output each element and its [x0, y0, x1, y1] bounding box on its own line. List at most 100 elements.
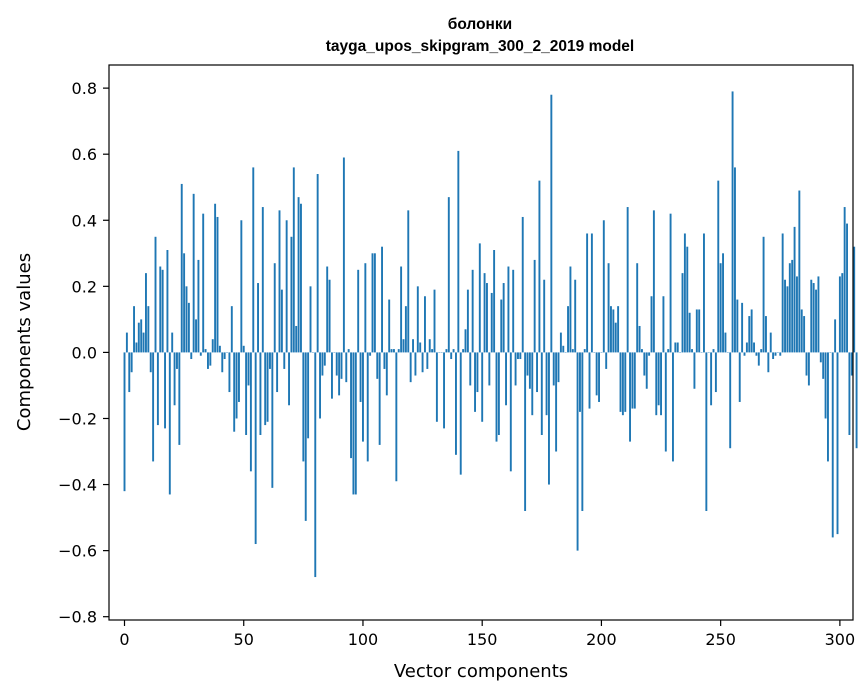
bar — [247, 352, 250, 386]
x-tick-label: 300 — [825, 630, 856, 649]
bar — [660, 352, 662, 416]
bar — [190, 352, 193, 360]
bar — [414, 352, 417, 376]
bar — [490, 292, 493, 353]
bar — [838, 276, 841, 353]
bar — [800, 309, 803, 353]
bar — [774, 352, 777, 356]
bar — [743, 352, 746, 356]
bar — [426, 352, 429, 369]
bar — [154, 236, 157, 353]
bar — [435, 352, 438, 422]
x-tick-label: 150 — [467, 630, 498, 649]
bar — [187, 302, 190, 353]
bar — [729, 352, 732, 449]
bar — [629, 352, 631, 442]
bar — [314, 352, 317, 578]
bar — [588, 352, 591, 409]
bar — [273, 263, 276, 353]
bar — [466, 289, 469, 353]
bar — [745, 342, 748, 353]
bar — [359, 352, 362, 402]
bar — [202, 213, 205, 353]
bar — [238, 352, 240, 402]
bar — [233, 352, 236, 432]
bar — [390, 349, 393, 353]
bar — [576, 352, 579, 551]
bar — [805, 352, 808, 376]
bar — [283, 352, 286, 369]
bar — [698, 309, 701, 353]
bar — [552, 352, 555, 386]
bar — [748, 316, 751, 353]
bar — [533, 259, 536, 353]
bar — [798, 190, 801, 353]
y-tick-label: 0.8 — [72, 79, 97, 98]
bar — [369, 352, 372, 356]
bar — [140, 319, 143, 353]
bar — [185, 286, 188, 353]
bar — [843, 207, 846, 353]
bar — [712, 349, 715, 353]
y-tick-label: 0.2 — [72, 277, 97, 296]
bar — [648, 352, 651, 356]
bar — [686, 246, 689, 353]
bar — [443, 352, 445, 429]
bar — [850, 352, 853, 376]
chart-title: болонки — [448, 16, 512, 33]
bar — [779, 352, 782, 356]
bar — [605, 352, 608, 369]
bar — [731, 91, 734, 353]
bar — [364, 263, 367, 353]
bar — [495, 352, 498, 442]
bar — [166, 250, 169, 353]
bar — [545, 352, 548, 416]
bar — [245, 352, 248, 435]
bar — [555, 352, 558, 452]
bar — [602, 220, 605, 353]
bar — [304, 352, 307, 521]
bar — [431, 349, 434, 353]
bar — [347, 349, 350, 353]
x-tick-label: 50 — [234, 630, 254, 649]
bar — [178, 352, 181, 445]
bar — [223, 352, 226, 360]
bar — [695, 309, 698, 353]
bar — [464, 329, 467, 353]
bar — [521, 216, 524, 353]
bar — [703, 233, 705, 353]
bar — [254, 352, 257, 545]
bar — [424, 296, 426, 353]
bar — [252, 167, 255, 353]
bar — [249, 352, 252, 472]
bar — [502, 283, 505, 353]
bar — [714, 352, 717, 393]
bar — [452, 349, 455, 353]
bar — [676, 342, 679, 353]
bar — [765, 316, 767, 353]
bar — [335, 352, 338, 376]
bar — [421, 352, 424, 373]
bar — [221, 352, 224, 373]
bar — [350, 352, 352, 459]
bar — [159, 266, 162, 353]
bar — [133, 306, 135, 353]
bar — [734, 167, 736, 353]
y-tick-label: −0.6 — [58, 542, 97, 561]
bar — [638, 325, 641, 353]
bar — [450, 352, 453, 360]
bar — [376, 352, 379, 379]
bar — [211, 339, 214, 353]
bar — [827, 352, 829, 462]
bar — [796, 276, 798, 353]
bar — [257, 283, 259, 353]
bar — [316, 174, 319, 353]
bar — [373, 253, 376, 353]
bar — [342, 157, 345, 353]
y-axis-label: Components values — [14, 253, 35, 431]
bar — [295, 325, 298, 353]
bar — [536, 352, 538, 393]
bar — [309, 286, 312, 353]
y-tick-label: 0.4 — [72, 211, 97, 230]
bar — [388, 299, 391, 353]
